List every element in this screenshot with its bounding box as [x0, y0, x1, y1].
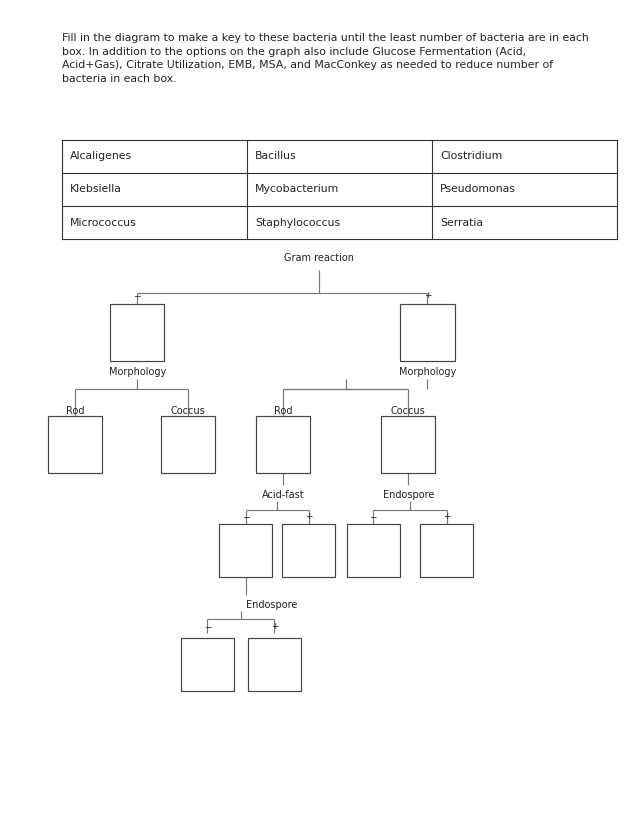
Text: −: −: [133, 291, 141, 300]
Text: Fill in the diagram to make a key to these bacteria until the least number of ba: Fill in the diagram to make a key to the…: [62, 33, 589, 84]
FancyBboxPatch shape: [401, 304, 454, 361]
Text: Serratia: Serratia: [440, 218, 483, 228]
Text: Alcaligenes: Alcaligenes: [70, 151, 132, 161]
Text: −: −: [204, 622, 211, 631]
Text: Coccus: Coccus: [171, 406, 205, 416]
FancyBboxPatch shape: [282, 524, 336, 577]
FancyBboxPatch shape: [347, 524, 399, 577]
Text: Pseudomonas: Pseudomonas: [440, 184, 516, 194]
Text: +: +: [443, 512, 450, 521]
FancyBboxPatch shape: [219, 524, 272, 577]
Text: Morphology: Morphology: [399, 367, 456, 377]
Text: Rod: Rod: [66, 406, 84, 416]
Text: Mycobacterium: Mycobacterium: [255, 184, 339, 194]
Text: Endospore: Endospore: [383, 490, 434, 500]
FancyBboxPatch shape: [256, 416, 310, 473]
Text: Micrococcus: Micrococcus: [70, 218, 137, 228]
FancyBboxPatch shape: [161, 416, 216, 473]
FancyBboxPatch shape: [181, 638, 234, 691]
Text: Bacillus: Bacillus: [255, 151, 297, 161]
Text: −: −: [369, 512, 377, 521]
Text: Staphylococcus: Staphylococcus: [255, 218, 340, 228]
Text: Coccus: Coccus: [391, 406, 426, 416]
FancyBboxPatch shape: [420, 524, 473, 577]
Text: +: +: [271, 622, 278, 631]
Text: +: +: [305, 512, 313, 521]
Text: −: −: [242, 512, 249, 521]
Text: +: +: [424, 291, 431, 300]
FancyBboxPatch shape: [382, 416, 435, 473]
Text: Gram reaction: Gram reaction: [284, 253, 354, 263]
FancyBboxPatch shape: [48, 416, 102, 473]
Text: Acid-fast: Acid-fast: [262, 490, 304, 500]
FancyBboxPatch shape: [248, 638, 301, 691]
Text: Clostridium: Clostridium: [440, 151, 503, 161]
Text: Klebsiella: Klebsiella: [70, 184, 122, 194]
Text: Endospore: Endospore: [246, 600, 297, 610]
Text: Morphology: Morphology: [108, 367, 166, 377]
FancyBboxPatch shape: [110, 304, 165, 361]
Text: Rod: Rod: [274, 406, 292, 416]
